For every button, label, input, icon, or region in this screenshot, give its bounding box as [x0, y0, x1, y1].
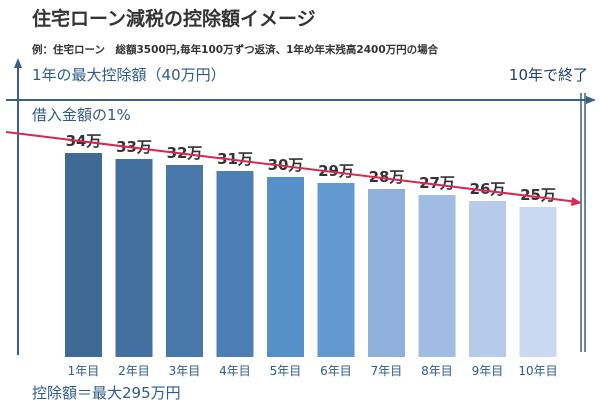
bar	[418, 195, 456, 357]
bar	[368, 189, 405, 357]
chart-subtitle: 例：住宅ローン 総額3500円,毎年100万ずつ返済、1年め年末残高2400万円…	[32, 44, 439, 56]
trend-line	[5, 131, 579, 203]
x-tick-label: 6年目	[320, 364, 352, 378]
trend-line-arrow	[571, 197, 582, 206]
value-label: 28万	[369, 168, 405, 186]
x-tick-label: 1年目	[68, 364, 100, 378]
value-label: 26万	[470, 180, 506, 198]
total-label: 控除額＝最大295万円	[32, 384, 181, 402]
x-tick-label: 3年目	[169, 364, 201, 378]
x-tick-label: 10年目	[518, 364, 557, 378]
bar	[519, 207, 557, 357]
x-tick-label: 2年目	[118, 364, 150, 378]
bar	[267, 177, 304, 357]
value-label: 27万	[419, 174, 455, 192]
bar	[166, 165, 203, 357]
end-label: 10年で終了	[508, 66, 588, 84]
x-tick-label: 9年目	[472, 364, 504, 378]
value-label: 31万	[217, 150, 253, 168]
bar	[115, 159, 153, 357]
x-tick-label: 7年目	[371, 364, 403, 378]
rate-label: 借入金額の1%	[32, 106, 131, 124]
max-line-arrow	[586, 96, 596, 104]
chart-title: 住宅ローン減税の控除額イメージ	[32, 8, 316, 30]
value-label: 25万	[520, 186, 556, 204]
value-label: 30万	[268, 156, 304, 174]
y-axis-arrow	[14, 58, 22, 68]
bar	[469, 201, 506, 357]
x-tick-label: 5年目	[270, 364, 302, 378]
bar	[216, 171, 254, 357]
bar	[65, 153, 102, 357]
max-deduction-label: 1年の最大控除額（40万円）	[32, 66, 226, 84]
value-label: 29万	[318, 162, 354, 180]
x-tick-label: 4年目	[219, 364, 251, 378]
x-tick-label: 8年目	[421, 364, 453, 378]
bar	[317, 183, 355, 357]
